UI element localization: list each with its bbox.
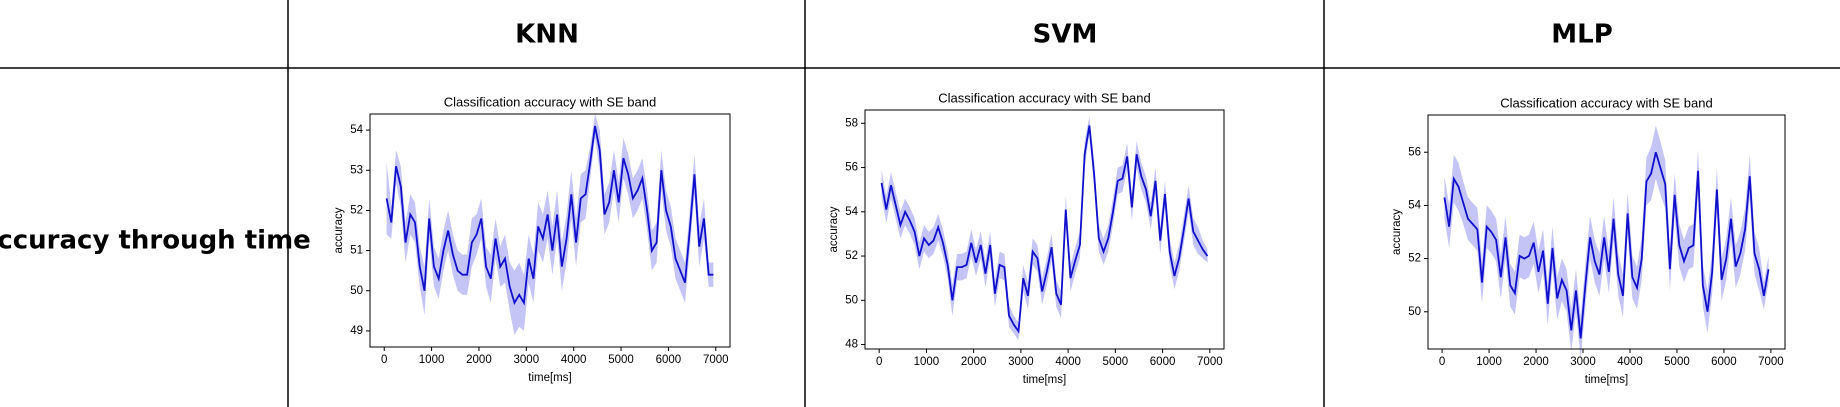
y-axis-label: accuracy <box>1391 209 1403 255</box>
column-header: SVM <box>1033 20 1098 50</box>
y-tick-label: 53 <box>350 164 363 176</box>
y-axis-label: accuracy <box>333 207 345 253</box>
x-tick-label: 2000 <box>961 356 987 368</box>
x-tick-label: 7000 <box>1197 356 1223 368</box>
y-tick-label: 52 <box>350 204 363 216</box>
x-tick-label: 5000 <box>1103 356 1129 368</box>
column-header: MLP <box>1551 20 1613 50</box>
chart-title: Classification accuracy with SE band <box>938 90 1150 105</box>
y-tick-label: 54 <box>845 206 858 218</box>
x-tick-label: 6000 <box>656 354 682 366</box>
x-axis-label: time[ms] <box>528 372 571 384</box>
y-tick-label: 48 <box>845 339 858 351</box>
line <box>1443 151 1770 339</box>
row-label: Accuracy through time <box>0 226 311 256</box>
x-tick-label: 2000 <box>1523 356 1549 368</box>
y-axis-label: accuracy <box>828 206 840 252</box>
x-tick-label: 1000 <box>914 356 940 368</box>
x-tick-label: 7000 <box>1758 356 1784 368</box>
y-tick-label: 50 <box>350 285 363 297</box>
x-tick-label: 4000 <box>1055 356 1081 368</box>
x-tick-label: 6000 <box>1711 356 1737 368</box>
y-tick-label: 52 <box>1408 253 1421 265</box>
column-header: KNN <box>515 20 579 50</box>
x-tick-label: 0 <box>381 354 387 366</box>
x-tick-label: 3000 <box>1570 356 1596 368</box>
plot-frame <box>369 113 731 348</box>
x-tick-label: 7000 <box>703 354 729 366</box>
y-tick-label: 56 <box>845 162 858 174</box>
x-axis-label: time[ms] <box>1585 374 1628 386</box>
y-tick-label: 49 <box>350 325 363 337</box>
chart-title: Classification accuracy with SE band <box>1500 95 1712 110</box>
x-tick-label: 1000 <box>1476 356 1502 368</box>
x-tick-label: 4000 <box>1617 356 1643 368</box>
y-tick-label: 50 <box>845 294 858 306</box>
x-tick-label: 4000 <box>561 354 587 366</box>
x-tick-label: 5000 <box>1664 356 1690 368</box>
se-band <box>881 116 1208 341</box>
y-tick-label: 51 <box>350 245 363 257</box>
y-tick-label: 58 <box>845 117 858 129</box>
y-tick-label: 54 <box>350 124 363 136</box>
x-tick-label: 0 <box>1439 356 1445 368</box>
chart-title: Classification accuracy with SE band <box>444 94 656 109</box>
line <box>385 125 714 306</box>
x-tick-label: 5000 <box>608 354 634 366</box>
x-tick-label: 3000 <box>514 354 540 366</box>
y-tick-label: 52 <box>845 250 858 262</box>
x-tick-label: 0 <box>876 356 882 368</box>
y-tick-label: 56 <box>1408 146 1421 158</box>
x-tick-label: 3000 <box>1008 356 1034 368</box>
plot-frame <box>864 109 1225 350</box>
y-tick-label: 54 <box>1408 199 1421 211</box>
se-band <box>386 114 714 335</box>
x-tick-label: 1000 <box>419 354 445 366</box>
x-axis-label: time[ms] <box>1023 374 1066 386</box>
x-tick-label: 6000 <box>1150 356 1176 368</box>
line <box>880 125 1209 334</box>
y-tick-label: 50 <box>1408 306 1421 318</box>
se-band <box>1444 125 1769 360</box>
x-tick-label: 2000 <box>466 354 492 366</box>
plot-frame <box>1427 114 1786 350</box>
